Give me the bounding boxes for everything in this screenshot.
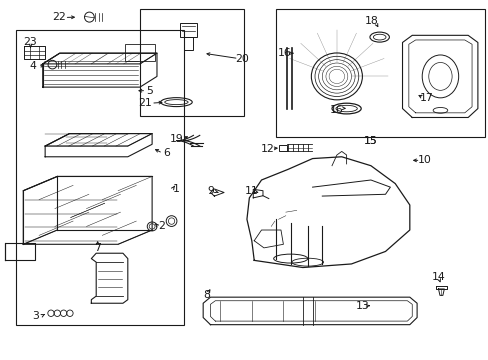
Text: 13: 13 xyxy=(355,301,368,311)
Text: 22: 22 xyxy=(52,13,65,22)
Text: 12: 12 xyxy=(261,144,274,154)
Text: 23: 23 xyxy=(23,37,38,48)
Text: 17: 17 xyxy=(419,93,433,103)
Text: 18: 18 xyxy=(364,16,378,26)
Text: 3: 3 xyxy=(32,311,39,321)
Text: 2: 2 xyxy=(158,221,165,231)
Text: 19: 19 xyxy=(169,134,183,144)
Text: 8: 8 xyxy=(203,290,209,300)
Text: 7: 7 xyxy=(94,243,101,253)
Bar xyxy=(183,37,193,50)
Text: 14: 14 xyxy=(431,272,445,282)
Text: 9: 9 xyxy=(206,186,213,197)
Bar xyxy=(140,9,244,116)
Text: 16: 16 xyxy=(329,105,343,115)
Bar xyxy=(276,9,484,137)
Text: 11: 11 xyxy=(244,186,258,197)
Bar xyxy=(16,30,183,325)
Text: 15: 15 xyxy=(363,136,377,147)
Text: 10: 10 xyxy=(417,156,430,165)
Text: 4: 4 xyxy=(29,61,37,71)
Text: 16: 16 xyxy=(277,48,291,58)
Text: 15: 15 xyxy=(363,136,377,146)
Bar xyxy=(180,23,197,37)
Text: 20: 20 xyxy=(235,54,248,64)
Text: 6: 6 xyxy=(163,148,170,158)
Text: 1: 1 xyxy=(173,184,180,194)
Bar xyxy=(278,145,287,151)
Text: 5: 5 xyxy=(146,86,153,96)
Bar xyxy=(125,44,154,61)
Text: 21: 21 xyxy=(138,98,151,108)
